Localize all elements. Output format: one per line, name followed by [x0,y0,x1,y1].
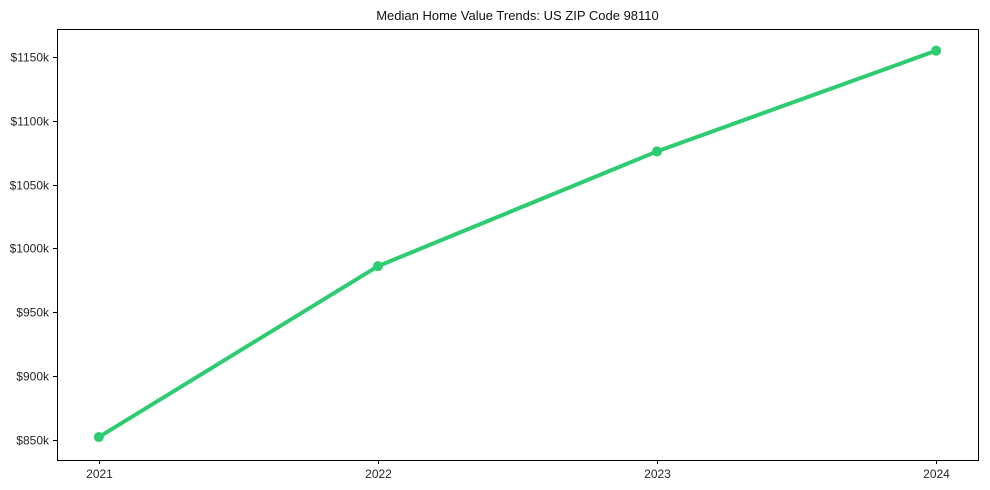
y-tick-label: $850k [16,434,50,448]
data-point-marker [372,261,383,272]
y-tick-label: $1000k [10,242,50,256]
y-tick-label: $1150k [11,51,50,65]
data-point-marker [652,146,663,157]
x-tick-label: 2023 [644,467,671,481]
plot-border [57,29,979,461]
data-point-marker [93,432,104,443]
y-tick-label: $1050k [10,179,50,193]
data-point-marker [931,45,942,56]
y-tick-label: $1100k [11,115,50,129]
y-tick-label: $950k [16,306,50,320]
x-tick-label: 2024 [923,467,950,481]
trend-line [96,48,939,440]
y-tick-label: $900k [16,370,50,384]
x-tick-label: 2021 [86,467,113,481]
chart-title: Median Home Value Trends: US ZIP Code 98… [376,8,659,23]
x-tick-label: 2022 [365,467,392,481]
